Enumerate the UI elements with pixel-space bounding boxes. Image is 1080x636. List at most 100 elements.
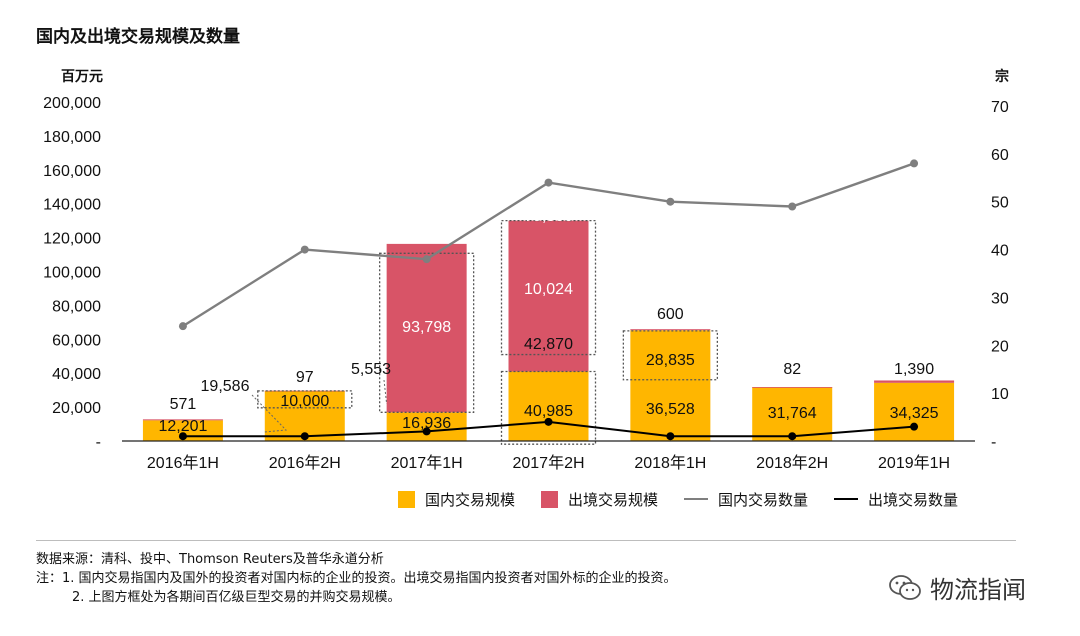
deal-box-2017-1h xyxy=(378,252,475,413)
point-outbound-count xyxy=(910,422,919,431)
label-large-deal: 79,000 xyxy=(524,208,573,225)
point-domestic-count xyxy=(666,197,675,206)
bar-outbound-value xyxy=(264,390,345,392)
legend-label-outbound-value: 出境交易规模 xyxy=(568,490,659,509)
watermark-text: 物流指闻 xyxy=(930,576,1026,604)
bar-domestic-value xyxy=(630,330,711,441)
right-axis-tick-label: - xyxy=(991,434,996,451)
left-axis-unit: 百万元 xyxy=(61,68,103,84)
left-axis-tick-label: - xyxy=(96,434,101,451)
x-axis-tick-label: 2017年2H xyxy=(512,454,584,472)
legend-item-domestic-count: 国内交易数量 xyxy=(684,489,808,510)
point-outbound-count xyxy=(178,432,187,441)
label-large-deal: 10,000 xyxy=(280,393,329,410)
bar-domestic-value xyxy=(508,371,589,441)
label-large-deal: 93,798 xyxy=(402,319,451,336)
left-axis-tick-label: 140,000 xyxy=(43,197,101,214)
chart-title: 国内及出境交易规模及数量 xyxy=(36,27,240,47)
point-outbound-count xyxy=(422,427,431,436)
point-domestic-count xyxy=(178,322,187,331)
right-axis-tick-label: 30 xyxy=(991,290,1009,307)
legend-line-domestic-count xyxy=(684,498,709,500)
label-domestic-value: 31,764 xyxy=(768,405,817,422)
left-axis: 200,000 180,000 160,000 140,000 120,000 100,0… xyxy=(43,68,103,451)
label-outbound-value: 600 xyxy=(657,306,684,323)
label-domestic-value: 12,201 xyxy=(158,418,207,435)
point-domestic-count xyxy=(544,178,553,187)
left-axis-tick-label: 60,000 xyxy=(52,332,101,349)
divider xyxy=(36,540,1016,541)
right-axis-tick-label: 60 xyxy=(991,147,1009,164)
deal-box-2018-1h xyxy=(622,330,719,381)
legend-line-outbound-count xyxy=(834,498,859,500)
x-axis-tick-label: 2016年2H xyxy=(269,454,341,472)
x-axis-tick-label: 2017年1H xyxy=(391,454,463,472)
footnote-1: 注：1. 国内交易指国内及国外的投资者对国内标的企业的投资。出境交易指国内投资者… xyxy=(36,571,677,586)
deal-box-2017-2h-domestic xyxy=(500,370,597,445)
deal-box-2016-2h xyxy=(257,390,353,409)
left-axis-tick-label: 20,000 xyxy=(52,400,101,417)
right-axis-unit: 宗 xyxy=(995,68,1009,84)
watermark: 物流指闻 xyxy=(888,570,1026,605)
source-note: 数据来源：清科、投中、Thomson Reuters及普华永道分析 xyxy=(36,552,384,567)
bar-domestic-value xyxy=(386,412,467,441)
left-axis-tick-label: 120,000 xyxy=(43,231,101,248)
data-labels: 12,201 16,936 40,985 36,528 31,764 34,325 19,5… xyxy=(158,208,938,435)
wechat-icon xyxy=(889,574,921,600)
legend-swatch-domestic-value xyxy=(398,490,415,508)
point-domestic-count xyxy=(788,202,797,211)
bar-outbound-value xyxy=(508,220,589,372)
legend-item-domestic-value: 国内交易规模 xyxy=(398,489,515,510)
point-outbound-count xyxy=(544,417,553,426)
legend-label-outbound-count: 出境交易数量 xyxy=(868,490,959,509)
right-axis-tick-label: 70 xyxy=(991,99,1009,116)
bar-domestic-value xyxy=(752,387,833,441)
legend-swatch-outbound-value xyxy=(541,490,559,508)
point-outbound-count xyxy=(300,432,309,441)
legend-item-outbound-count: 出境交易数量 xyxy=(834,489,958,510)
label-domestic-value: 19,586 xyxy=(201,378,250,395)
point-domestic-count xyxy=(910,159,919,168)
bar-outbound-value xyxy=(386,243,467,413)
point-domestic-count xyxy=(300,245,309,254)
bars xyxy=(142,220,955,441)
x-axis: 2016年1H 2016年2H 2017年1H 2017年2H 2018年1H 2018年… xyxy=(122,440,975,472)
point-outbound-count xyxy=(666,432,675,441)
bar-outbound-value xyxy=(630,329,711,331)
legend-item-outbound-value: 出境交易规模 xyxy=(541,489,658,510)
legend-label-domestic-value: 国内交易规模 xyxy=(425,490,516,509)
left-axis-tick-label: 160,000 xyxy=(43,163,101,180)
x-axis-tick-label: 2018年1H xyxy=(634,454,706,472)
label-outbound-value: 571 xyxy=(170,396,197,413)
label-domestic-value: 40,985 xyxy=(524,403,573,420)
point-domestic-count xyxy=(422,255,431,264)
bar-outbound-value xyxy=(142,419,223,421)
chart-area: 200,000 180,000 160,000 140,000 120,000 100,0… xyxy=(43,68,1009,472)
label-large-deal: 28,835 xyxy=(646,352,695,369)
large-deal-boxes xyxy=(257,219,719,445)
label-outbound-value: 97 xyxy=(296,369,314,386)
right-axis-tick-label: 50 xyxy=(991,195,1009,212)
label-domestic-value: 36,528 xyxy=(646,401,695,418)
label-outbound-value: 82 xyxy=(783,361,801,378)
right-axis: 70 60 50 40 30 20 10 - 宗 xyxy=(991,68,1009,451)
left-axis-tick-label: 40,000 xyxy=(52,366,101,383)
line-series xyxy=(178,159,919,441)
right-axis-tick-label: 40 xyxy=(991,243,1009,260)
x-axis-tick-label: 2016年1H xyxy=(147,454,219,472)
label-domestic-value: 16,936 xyxy=(402,415,451,432)
left-axis-tick-label: 100,000 xyxy=(43,265,101,282)
label-outbound-value: 10,024 xyxy=(524,281,573,298)
deal-box-2017-2h-outbound xyxy=(500,219,597,356)
leader-line xyxy=(251,394,288,433)
notes: 数据来源：清科、投中、Thomson Reuters及普华永道分析 注：1. 国… xyxy=(36,550,677,607)
label-outbound-value: 5,553 xyxy=(351,361,391,378)
right-axis-tick-label: 20 xyxy=(991,338,1009,355)
left-axis-tick-label: 200,000 xyxy=(43,95,101,112)
point-outbound-count xyxy=(788,432,797,441)
x-axis-tick-label: 2018年2H xyxy=(756,454,828,472)
bar-outbound-value xyxy=(874,380,955,383)
bar-domestic-value xyxy=(874,382,955,441)
right-axis-tick-label: 10 xyxy=(991,386,1009,403)
left-axis-tick-label: 80,000 xyxy=(52,298,101,315)
